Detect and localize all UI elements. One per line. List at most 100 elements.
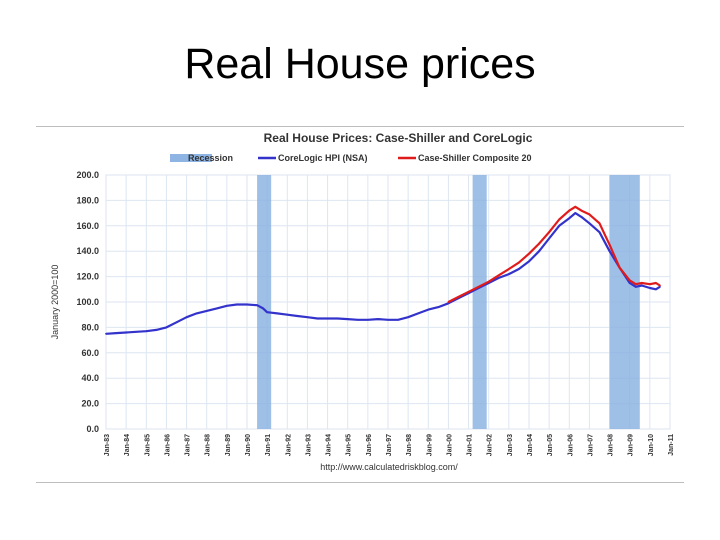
corelogic-point	[580, 216, 583, 218]
corelogic-point	[598, 231, 601, 234]
case-shiller-point	[628, 279, 631, 282]
case-shiller-point	[655, 282, 657, 284]
case-shiller-point	[608, 243, 611, 246]
case-shiller-point	[507, 268, 510, 270]
case-shiller-point	[538, 242, 540, 245]
legend-label: Recession	[188, 153, 233, 163]
x-tick-label: Jan-84	[124, 434, 131, 456]
corelogic-point	[538, 250, 540, 253]
corelogic-point	[185, 316, 188, 319]
x-tick-label: Jan-10	[648, 434, 655, 456]
x-tick-label: Jan-89	[225, 434, 232, 456]
corelogic-point	[387, 318, 389, 321]
case-shiller-point	[580, 209, 583, 212]
recession-band	[472, 175, 487, 429]
case-shiller-point	[457, 296, 460, 298]
legend-label: CoreLogic HPI (NSA)	[278, 153, 368, 163]
y-tick-label: 80.0	[81, 322, 99, 332]
case-shiller-point	[640, 282, 643, 284]
x-tick-label: Jan-00	[446, 434, 453, 456]
corelogic-point	[135, 330, 138, 333]
legend-label: Case-Shiller Composite 20	[418, 153, 532, 163]
corelogic-point	[266, 311, 269, 314]
corelogic-point	[306, 316, 309, 319]
y-tick-label: 180.0	[76, 195, 99, 205]
corelogic-point	[568, 217, 571, 220]
x-tick-label: Jan-92	[285, 434, 292, 456]
top-rule	[36, 126, 684, 127]
corelogic-point	[548, 237, 551, 240]
x-tick-label: Jan-07	[587, 434, 594, 456]
chart-title: Real House Prices: Case-Shiller and Core…	[264, 131, 533, 145]
corelogic-point	[256, 304, 258, 307]
y-tick-label: 200.0	[76, 170, 99, 180]
recession-band	[609, 175, 640, 429]
corelogic-point	[640, 284, 643, 287]
corelogic-point	[518, 268, 520, 270]
corelogic-point	[608, 250, 611, 253]
x-tick-label: Jan-02	[487, 434, 494, 456]
recession-band	[257, 175, 272, 429]
x-tick-label: Jan-03	[507, 434, 514, 456]
bottom-rule	[36, 482, 684, 483]
x-tick-label: Jan-09	[628, 434, 635, 456]
corelogic-point	[296, 315, 299, 317]
corelogic-point	[205, 309, 208, 312]
corelogic-point	[105, 332, 107, 335]
x-tick-label: Jan-96	[366, 434, 373, 456]
corelogic-point	[574, 212, 577, 215]
corelogic-point	[215, 307, 218, 310]
x-tick-label: Jan-85	[144, 434, 151, 456]
corelogic-point	[648, 287, 651, 289]
case-shiller-point	[588, 213, 591, 216]
x-tick-label: Jan-11	[668, 434, 675, 456]
case-shiller-point	[574, 205, 577, 208]
y-tick-label: 100.0	[76, 297, 99, 307]
corelogic-point	[588, 222, 591, 225]
x-tick-label: Jan-98	[406, 434, 413, 456]
corelogic-point	[346, 318, 349, 321]
corelogic-point	[356, 318, 359, 321]
case-shiller-point	[477, 285, 480, 288]
x-tick-label: Jan-08	[608, 434, 615, 456]
corelogic-point	[326, 317, 329, 320]
x-tick-label: Jan-99	[426, 434, 433, 456]
y-tick-label: 0.0	[86, 424, 99, 434]
corelogic-point	[165, 326, 168, 329]
x-tick-label: Jan-86	[164, 434, 171, 456]
case-shiller-point	[528, 252, 530, 255]
corelogic-point	[366, 318, 369, 321]
x-tick-label: Jan-83	[104, 434, 111, 456]
corelogic-point	[659, 285, 661, 288]
x-tick-label: Jan-91	[265, 434, 272, 456]
x-tick-label: Jan-87	[185, 434, 192, 456]
corelogic-point	[655, 288, 657, 291]
corelogic-point	[195, 312, 198, 315]
case-shiller-point	[648, 283, 651, 286]
x-tick-label: Jan-95	[346, 434, 353, 456]
x-tick-label: Jan-05	[547, 434, 554, 456]
x-tick-label: Jan-01	[467, 434, 474, 456]
x-tick-label: Jan-94	[326, 434, 333, 456]
corelogic-point	[236, 303, 238, 306]
corelogic-point	[276, 312, 279, 315]
corelogic-point	[336, 317, 339, 320]
x-tick-label: Jan-88	[205, 434, 212, 456]
x-tick-label: Jan-93	[305, 434, 312, 456]
case-shiller-point	[659, 284, 661, 287]
corelogic-point	[558, 224, 561, 227]
corelogic-point	[316, 317, 319, 320]
x-tick-label: Jan-97	[386, 434, 393, 456]
corelogic-point	[145, 330, 148, 333]
corelogic-point	[397, 318, 399, 321]
corelogic-point	[286, 313, 289, 316]
case-shiller-point	[487, 280, 490, 283]
corelogic-point	[427, 308, 430, 311]
y-tick-label: 140.0	[76, 246, 99, 256]
y-tick-label: 120.0	[76, 272, 99, 282]
y-tick-label: 40.0	[81, 373, 99, 383]
source-url: http://www.calculatedriskblog.com/	[320, 462, 458, 472]
case-shiller-point	[548, 231, 551, 234]
x-tick-label: Jan-04	[527, 434, 534, 456]
